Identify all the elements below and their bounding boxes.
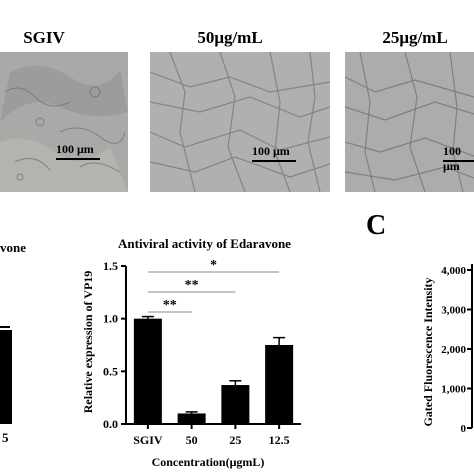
x-tick-label: 50 [186, 433, 198, 447]
scale-bar [252, 160, 296, 162]
significance-label: ** [185, 278, 199, 293]
scale-bar [56, 158, 100, 160]
bar [177, 413, 206, 424]
scale-label: 100 μm [56, 142, 94, 156]
significance-label: * [210, 258, 217, 273]
chart-title: Antiviral activity of Edaravone [118, 236, 291, 251]
y-axis-label: Relative expression of VP19 [81, 271, 95, 414]
y-tick-label: 0.0 [103, 417, 118, 431]
bar [221, 385, 250, 424]
left-chart-errorbar [0, 326, 10, 328]
left-chart-tick-fragment: 5 [2, 430, 9, 445]
x-tick-label: SGIV [133, 433, 163, 447]
panel-c-y-tick-label: 2,000 [441, 344, 466, 356]
scale-label: 100 μm [443, 144, 461, 173]
micrograph-25: 100 μm [345, 52, 474, 192]
x-axis-label: Concentration(μgmL) [152, 455, 265, 469]
panel-c-y-tick-label: 4,000 [441, 265, 466, 277]
y-tick-label: 0.5 [103, 364, 118, 378]
panel-letter-c: C [366, 210, 387, 241]
panel-c-axis: Gated Fluorescence Intensity 4,000 3,000 2… [421, 264, 473, 435]
x-tick-label: 12.5 [269, 433, 290, 447]
panel-label-sgiv: SGIV [23, 28, 65, 47]
micrograph-50: 100 μm [150, 52, 330, 192]
panel-c-y-tick-label: 1,000 [441, 384, 466, 396]
panel-label-50: 50μg/mL [197, 28, 263, 47]
bar-chart: Relative expression of VP19 0.0 0.5 1.0 1.5… [81, 258, 301, 469]
bar [133, 318, 162, 424]
bar [265, 345, 294, 424]
left-chart-bar [0, 330, 12, 424]
x-tick-label: 25 [229, 433, 241, 447]
panel-label-25: 25μg/mL [382, 28, 448, 47]
y-tick-label: 1.5 [103, 259, 118, 273]
micrograph-sgiv: 100 μm [0, 52, 128, 192]
y-tick-label: 1.0 [103, 312, 118, 326]
panel-c-y-tick-label: 0 [461, 423, 467, 435]
panel-c-y-tick-label: 3,000 [441, 305, 466, 317]
scale-bar [443, 160, 474, 162]
panel-c-y-label: Gated Fluorescence Intensity [421, 277, 435, 426]
significance-label: ** [163, 298, 177, 313]
scale-label: 100 μm [252, 144, 290, 158]
left-chart-title-fragment: vone [0, 240, 26, 255]
